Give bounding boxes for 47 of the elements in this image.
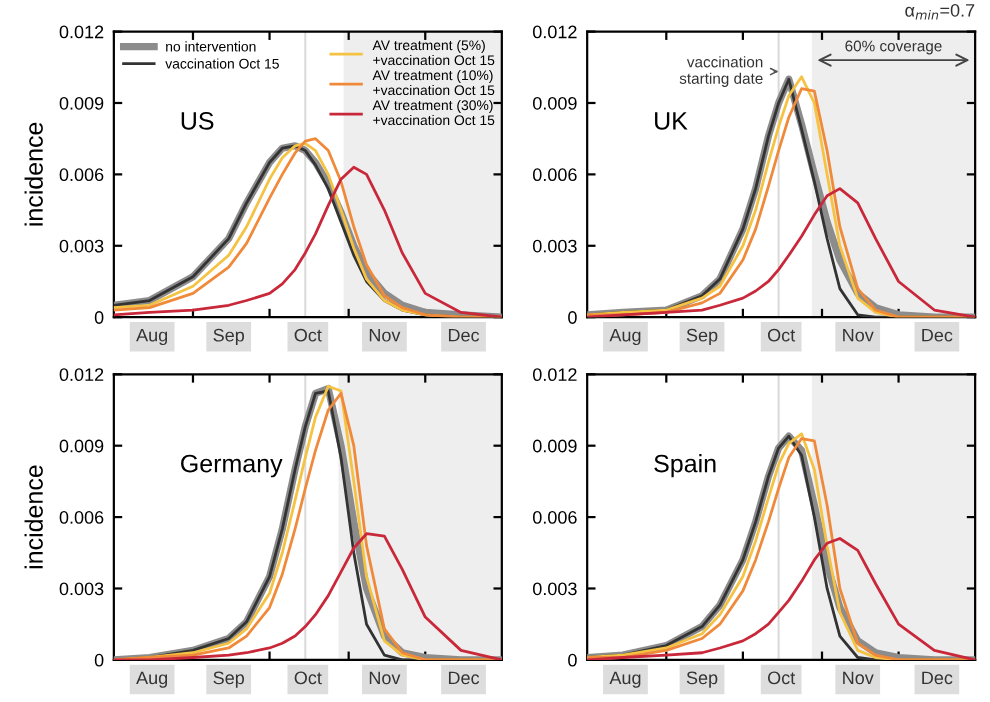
x-tick-label: Oct <box>767 328 796 342</box>
y-tick-label: 0.012 <box>59 368 104 382</box>
y-tick-label: 0.006 <box>59 168 104 182</box>
y-tick-label: 0.003 <box>532 582 577 596</box>
y-tick-label: 0.003 <box>59 582 104 596</box>
y-tick-label: 0.009 <box>59 439 104 453</box>
y-tick-label: 0.012 <box>532 368 577 382</box>
x-tick-label: Dec <box>922 671 953 685</box>
y-tick-label: 0 <box>568 653 577 667</box>
y-tick-label: 0 <box>94 311 104 324</box>
x-tick-label: Dec <box>922 328 953 342</box>
y-tick-label: 0.006 <box>59 511 104 524</box>
x-tick-label: Aug <box>609 671 641 688</box>
x-tick-label: Sep <box>686 671 718 688</box>
x-tick-label: Aug <box>136 671 168 688</box>
y-tick-label: 0 <box>568 311 577 324</box>
x-tick-label: Dec <box>448 671 480 685</box>
x-tick-label: Nov <box>843 328 874 342</box>
y-tick-label: 0 <box>94 653 104 667</box>
y-tick-label: 0.012 <box>59 25 104 39</box>
y-tick-label: 0.009 <box>532 439 577 453</box>
chart-subtitle: α$_{min}$=0.7 <box>905 3 975 20</box>
y-axis-title: incidence <box>24 465 43 569</box>
x-tick-label: Aug <box>136 328 168 346</box>
y-tick-label: 0.009 <box>532 96 577 110</box>
x-tick-label: Sep <box>686 328 718 346</box>
text: US <box>181 111 214 130</box>
y-tick-label: 0.006 <box>532 511 577 524</box>
x-tick-label: Nov <box>369 671 401 685</box>
x-tick-label: Dec <box>448 328 480 342</box>
y-tick-label: 0.012 <box>532 25 577 39</box>
x-tick-label: Aug <box>609 328 641 346</box>
x-tick-label: Nov <box>369 328 401 342</box>
text: Germany <box>181 454 283 478</box>
text: UK <box>655 112 688 130</box>
y-tick-label: 0.003 <box>59 239 104 253</box>
y-tick-label: 0.009 <box>59 96 104 110</box>
x-tick-label: Oct <box>767 671 796 685</box>
x-tick-label: Sep <box>213 671 245 688</box>
y-tick-label: 0.006 <box>532 168 577 182</box>
y-axis-title: incidence <box>24 122 43 226</box>
x-tick-label: Nov <box>843 671 874 685</box>
y-tick-label: 0.003 <box>532 239 577 253</box>
text: Spain <box>654 454 716 478</box>
x-tick-label: Oct <box>294 671 322 685</box>
x-tick-label: Sep <box>213 328 245 346</box>
x-tick-label: Oct <box>294 328 322 342</box>
